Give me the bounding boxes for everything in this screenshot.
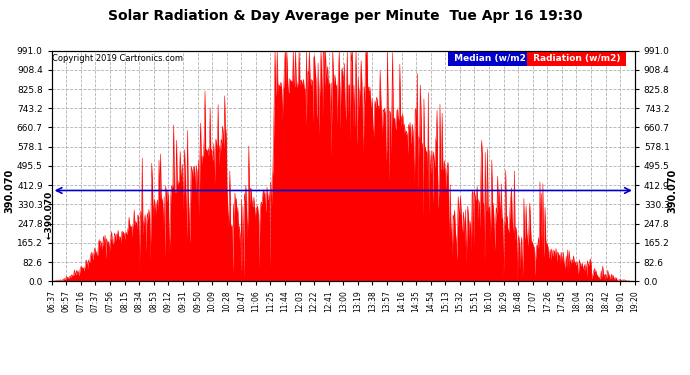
Text: Median (w/m2): Median (w/m2) [451, 54, 533, 63]
Text: Solar Radiation & Day Average per Minute  Tue Apr 16 19:30: Solar Radiation & Day Average per Minute… [108, 9, 582, 23]
Text: 390.070: 390.070 [5, 168, 14, 213]
Text: ←390.070: ←390.070 [44, 190, 53, 239]
Text: 390.070: 390.070 [668, 168, 678, 213]
Text: Copyright 2019 Cartronics.com: Copyright 2019 Cartronics.com [52, 54, 184, 63]
Text: Radiation (w/m2): Radiation (w/m2) [530, 54, 624, 63]
